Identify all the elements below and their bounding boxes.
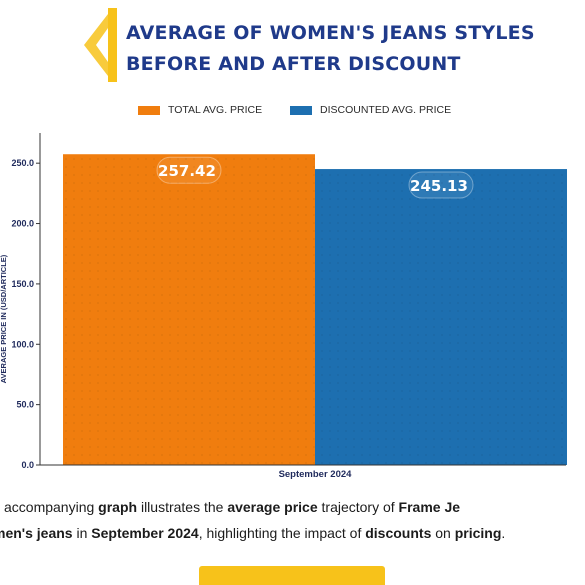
- description-line-2: men's jeans in September 2024, highlight…: [0, 520, 578, 546]
- bar-texture-total: [63, 154, 315, 465]
- y-tick-label: 200.0: [11, 219, 34, 229]
- legend-item-discounted: DISCOUNTED AVG. PRICE: [290, 104, 451, 116]
- data-label-discounted: 245.13: [410, 177, 468, 195]
- description-line-2-run: pricing: [454, 525, 502, 541]
- legend-label-discounted: DISCOUNTED AVG. PRICE: [320, 104, 452, 116]
- page-title-line-2: BEFORE AND AFTER DISCOUNT: [126, 53, 461, 75]
- description-line-2-run: .: [501, 525, 506, 541]
- data-label-pill-total: [156, 156, 222, 184]
- description-line-1: accompanying graph illustrates the avera…: [4, 494, 585, 520]
- page-title-line-1: AVERAGE OF WOMEN'S JEANS STYLES: [126, 22, 535, 44]
- description-line-2-run: in: [72, 525, 92, 541]
- description-line-1-run: graph: [98, 499, 138, 515]
- legend-swatch-discounted: [290, 105, 312, 115]
- y-tick-label: 0.0: [21, 460, 34, 470]
- y-tick-label: 150.0: [11, 279, 34, 289]
- x-category-label: September 2024: [279, 469, 353, 480]
- description-line-1-run: Frame Je: [398, 499, 461, 515]
- chart-bars: 257.42 245.13: [63, 154, 567, 466]
- title-accent-bar: [108, 8, 117, 82]
- description-line-1-run: accompanying: [4, 499, 99, 515]
- y-tick-label: 250.0: [11, 158, 34, 168]
- chevron-left-icon: [84, 14, 108, 76]
- legend-swatch-total: [138, 105, 160, 115]
- chart-legend: TOTAL AVG. PRICE DISCOUNTED AVG. PRICE: [0, 104, 585, 122]
- data-label-pill-discounted: [408, 171, 474, 199]
- legend-item-total: TOTAL AVG. PRICE: [138, 104, 262, 116]
- description-paragraph: accompanying graph illustrates the avera…: [0, 494, 585, 546]
- page-title: AVERAGE OF WOMEN'S JEANS STYLES BEFORE A…: [126, 18, 576, 80]
- description-line-2-run: on: [431, 525, 455, 541]
- legend-label-total: TOTAL AVG. PRICE: [168, 104, 263, 116]
- bottom-badge: [199, 566, 385, 585]
- chart-axes: 0.0 50.0 100.0 150.0 200.0 250.0 AVERAGE PRICE…: [0, 133, 566, 480]
- description-line-1-run: trajectory of: [317, 499, 399, 515]
- description-line-1-run: average price: [227, 499, 318, 515]
- description-line-1-run: illustrates the: [137, 499, 228, 515]
- description-line-2-run: , highlighting the impact of: [198, 525, 366, 541]
- y-tick-label: 100.0: [11, 339, 34, 349]
- bar-texture-discounted: [315, 169, 567, 466]
- description-line-2-run: September 2024: [91, 525, 199, 541]
- data-label-total: 257.42: [158, 162, 216, 180]
- bar-chart: 257.42 245.13 0.0 50.0 100.0 150.0 200.0 250.0…: [0, 133, 567, 480]
- y-axis-label: AVERAGE PRICE IN (USD/ARTICLE): [0, 254, 8, 383]
- y-tick-label: 50.0: [16, 400, 34, 410]
- description-line-2-run: discounts: [365, 525, 432, 541]
- description-line-2-run: men's jeans: [0, 525, 73, 541]
